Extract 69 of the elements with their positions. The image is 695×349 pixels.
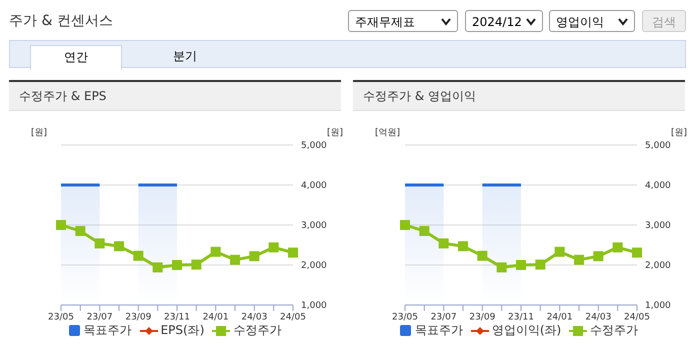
y2-tick-label: 1,000 — [301, 301, 328, 312]
legend-label: EPS(좌) — [160, 322, 204, 339]
point — [191, 260, 202, 270]
y2-axis-title: [원] — [671, 127, 688, 139]
point — [114, 241, 124, 252]
y2-tick-label: 3,000 — [301, 221, 328, 232]
legend-label: 수정주가 — [590, 322, 638, 339]
point — [458, 241, 468, 252]
point — [632, 248, 642, 258]
point — [133, 250, 144, 261]
point — [210, 246, 221, 257]
point — [75, 226, 86, 236]
point — [172, 260, 182, 270]
chart-title: 수정주가 & EPS — [9, 82, 341, 111]
point — [152, 262, 163, 272]
y2-tick-label: 5,000 — [301, 141, 328, 152]
y2-tick-label: 1,000 — [645, 301, 672, 312]
legend-label: 목표주가 — [84, 322, 132, 339]
point — [438, 238, 449, 248]
point — [496, 262, 507, 272]
x-tick-label: 24/05 — [624, 312, 650, 322]
point — [574, 254, 584, 265]
x-tick-label: 23/05 — [48, 312, 74, 322]
y2-tick-label: 4,000 — [645, 181, 672, 192]
x-tick-label: 24/03 — [585, 312, 612, 322]
legend-label: 목표주가 — [414, 322, 463, 339]
x-tick-label: 23/11 — [164, 312, 190, 322]
y2-tick-label: 2,000 — [645, 261, 672, 272]
y2-axis-title: [원] — [327, 127, 344, 139]
dropdown-field: 주재무제표 — [348, 10, 458, 32]
point — [477, 250, 488, 261]
text: 주가 & 컨센서스 — [9, 12, 113, 30]
x-tick-label: 23/07 — [430, 312, 457, 322]
x-tick-label: 23/11 — [508, 312, 534, 322]
point — [230, 254, 240, 265]
text: 분기 — [172, 48, 198, 65]
legend-label: 수정주가 — [233, 322, 282, 339]
point — [516, 260, 526, 270]
point — [249, 251, 260, 262]
dropdown-field: 영업이익 — [549, 10, 635, 32]
y-axis-title: [원] — [31, 127, 48, 139]
point — [554, 246, 565, 257]
x-tick-label: 24/05 — [280, 312, 306, 322]
x-tick-label: 24/03 — [241, 312, 268, 322]
y2-tick-label: 4,000 — [301, 181, 328, 192]
point — [593, 251, 604, 262]
x-tick-label: 24/01 — [546, 312, 573, 322]
point — [288, 248, 298, 258]
legend-label: 영업이익(좌) — [492, 322, 562, 339]
point — [419, 226, 430, 236]
point — [268, 242, 279, 252]
y2-tick-label: 5,000 — [645, 141, 672, 152]
point — [535, 260, 546, 270]
chart-title: 수정주가 & 영업이익 — [353, 82, 685, 111]
point — [56, 220, 66, 230]
y-axis-title: [억원] — [375, 127, 400, 139]
point — [612, 242, 623, 252]
x-tick-label: 24/01 — [202, 312, 229, 322]
y2-tick-label: 2,000 — [301, 261, 328, 272]
text: 연간 — [30, 45, 122, 70]
x-tick-label: 23/09 — [125, 312, 152, 322]
point — [94, 238, 105, 248]
dropdown-field: 2024/12 — [465, 10, 543, 32]
x-tick-label: 23/05 — [392, 312, 418, 322]
x-tick-label: 23/09 — [469, 312, 496, 322]
y2-tick-label: 3,000 — [645, 221, 672, 232]
point — [400, 220, 410, 230]
search-button: 검색 — [642, 10, 686, 32]
x-tick-label: 23/07 — [86, 312, 113, 322]
